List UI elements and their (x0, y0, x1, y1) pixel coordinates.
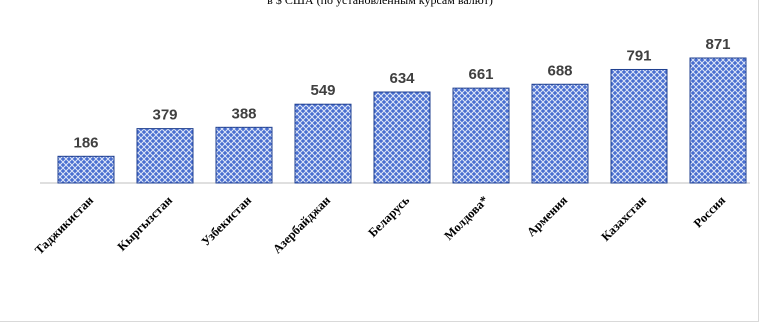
chart-subtitle: в $ США (по установленным курсам валют) (267, 0, 493, 7)
value-label: 379 (152, 107, 177, 124)
value-label: 688 (547, 62, 572, 79)
category-label: Молдова* (441, 193, 491, 243)
bar-4 (294, 103, 352, 184)
bar-6 (452, 87, 510, 184)
category-label: Беларусь (366, 193, 413, 240)
value-label: 388 (231, 105, 256, 122)
category-label: Узбекистан (199, 193, 255, 249)
value-label: 871 (705, 36, 730, 53)
category-label: Армения (524, 193, 570, 239)
value-label: 186 (73, 134, 98, 151)
value-label: 634 (389, 70, 415, 87)
category-label: Кыргызстан (115, 193, 175, 253)
category-label: Азербайджан (270, 193, 333, 256)
value-label: 791 (626, 47, 651, 64)
bar-3 (215, 126, 273, 184)
bar-8 (610, 68, 668, 184)
category-label: Таджикистан (32, 193, 96, 257)
bar-1 (57, 155, 115, 184)
bar-5 (373, 91, 431, 184)
bar-9 (689, 57, 747, 184)
category-label: Россия (691, 193, 728, 230)
value-label: 661 (468, 66, 493, 83)
bar-2 (136, 128, 194, 184)
value-label: 549 (310, 82, 335, 99)
bar-7 (531, 83, 589, 184)
category-label: Казахстан (598, 193, 649, 244)
